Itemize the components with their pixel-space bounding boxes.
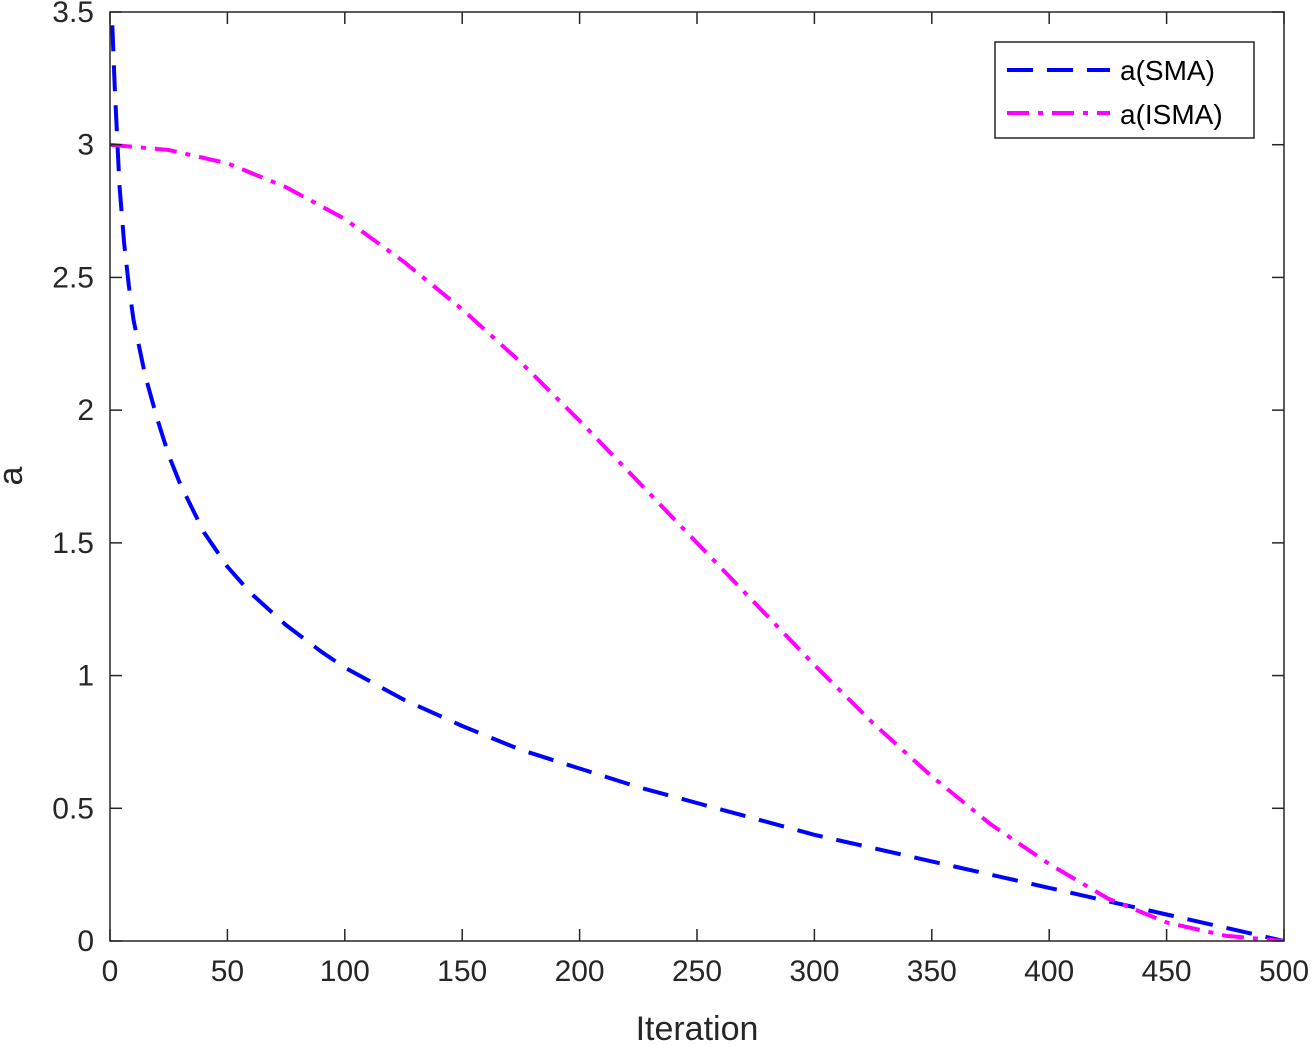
series-layer	[110, 25, 1284, 941]
y-tick-label: 0.5	[52, 792, 94, 825]
y-tick-label: 0	[77, 925, 94, 958]
x-tick-label: 0	[102, 955, 119, 988]
x-tick-label: 450	[1142, 955, 1192, 988]
x-tick-label: 300	[789, 955, 839, 988]
plot-area	[110, 12, 1284, 941]
y-tick-label: 3	[77, 129, 94, 162]
x-tick-label: 150	[437, 955, 487, 988]
legend-box	[994, 41, 1255, 139]
y-tick-label: 1	[77, 660, 94, 693]
x-axis-title: Iteration	[636, 1010, 759, 1046]
y-tick-label: 3.5	[52, 0, 94, 29]
legend: a(SMA) a(ISMA)	[994, 41, 1255, 139]
y-tick-label: 2.5	[52, 261, 94, 294]
y-tick-label: 1.5	[52, 527, 94, 560]
x-tick-label: 100	[320, 955, 370, 988]
series-line-a-sma	[110, 25, 1284, 941]
x-tick-label: 200	[555, 955, 605, 988]
x-tick-label: 250	[672, 955, 722, 988]
x-tick-label: 400	[1024, 955, 1074, 988]
tick-layer: 0 50 100 150 200 250 300 350 400 450 500 0 0.5 1 1.5 2 2…	[52, 0, 1309, 988]
legend-label-sma: a(SMA)	[1120, 55, 1215, 86]
x-tick-label: 50	[211, 955, 244, 988]
legend-label-isma: a(ISMA)	[1120, 99, 1223, 130]
x-tick-label: 350	[907, 955, 957, 988]
y-axis-title: a	[0, 466, 30, 485]
y-tick-label: 2	[77, 394, 94, 427]
x-tick-label: 500	[1259, 955, 1309, 988]
series-line-a-isma	[110, 142, 1284, 941]
